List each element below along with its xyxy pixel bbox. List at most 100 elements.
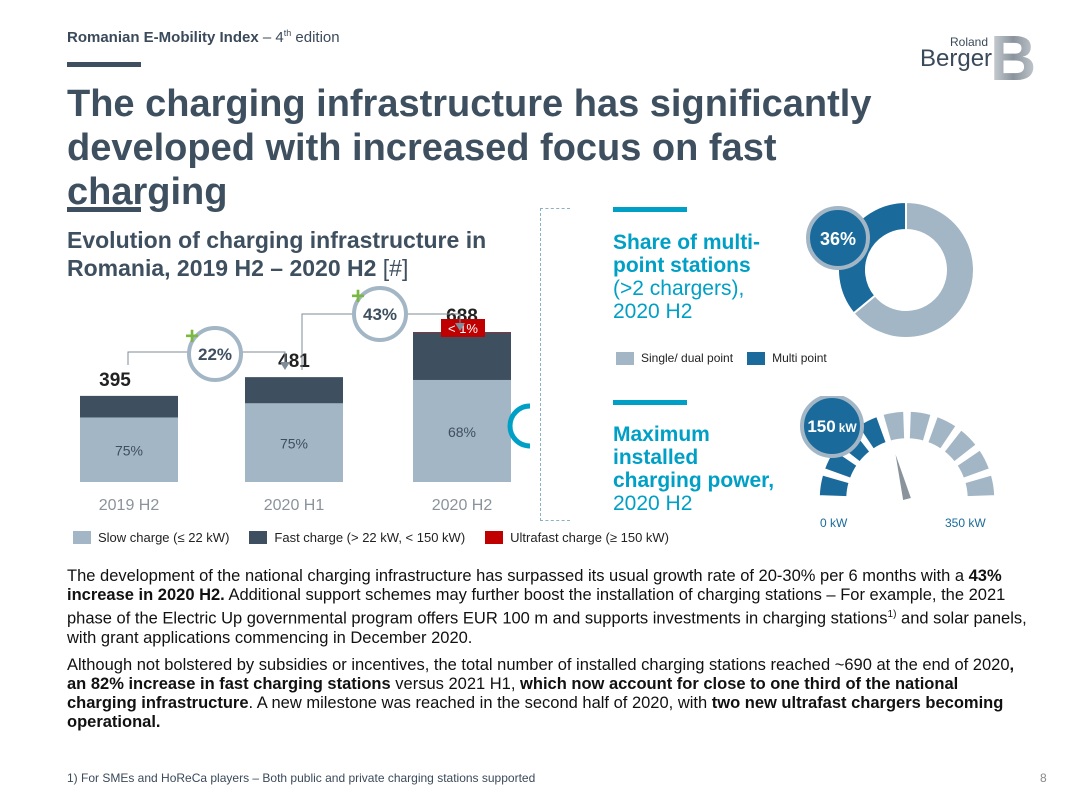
p2-e: . A new milestone was reached in the sec…	[248, 693, 712, 712]
category-label: 2019 H2	[99, 497, 160, 514]
bar-share-label: 75%	[115, 443, 143, 459]
legend-slow-swatch	[73, 531, 91, 544]
growth-bubble-1: 22% +	[185, 323, 243, 382]
growth-arrow-2	[455, 323, 465, 331]
legend-ultrafast: Ultrafast charge (≥ 150 kW)	[485, 530, 669, 545]
gauge-segment	[908, 410, 933, 443]
gauge-value: 150	[807, 417, 835, 436]
growth-arrow-1	[280, 362, 290, 370]
gauge-needle	[895, 454, 911, 500]
legend-single-dual: Single/ dual point	[616, 351, 733, 365]
bar-share-label: 68%	[448, 424, 476, 440]
p2-b: , an 82% increase in fast charging stati…	[67, 655, 1015, 693]
p2-d: which now account for close to one third…	[67, 674, 959, 712]
chart-title: Evolution of charging infrastructure in …	[67, 226, 517, 282]
plus-icon: +	[185, 323, 199, 350]
legend-fast-label: Fast charge (> 22 kW, < 150 kW)	[274, 530, 466, 545]
ultrafast-badge-label: < 1%	[448, 321, 478, 336]
header-rule	[67, 62, 141, 67]
gauge-segment	[856, 415, 888, 451]
bar-slow-2	[245, 403, 343, 482]
growth-circle-1	[187, 326, 243, 382]
maxpower-rule	[613, 400, 687, 405]
growth-bubble-2: 43% +	[351, 283, 408, 342]
logo-roland-text: Roland	[950, 35, 989, 49]
dashed-divider-bottom	[540, 520, 570, 521]
multipoint-title-bold: Share of multi-point stations	[613, 231, 761, 277]
body-paragraph-2: Although not bolstered by subsidies or i…	[67, 656, 1032, 732]
p1-d: and solar panels, with grant application…	[67, 609, 1027, 647]
bar-slow-1	[80, 417, 178, 482]
edition-word: edition	[291, 29, 340, 46]
donut-slice-single-dual	[852, 200, 975, 339]
plus-icon: +	[351, 283, 365, 310]
donut-highlight-label: 36%	[820, 229, 856, 249]
bar-chart-legend: Slow charge (≤ 22 kW) Fast charge (> 22 …	[73, 530, 669, 545]
body-text: The development of the national charging…	[67, 567, 1032, 740]
header-dash: –	[258, 29, 276, 46]
report-header: Romanian E-Mobility Index – 4th edition	[67, 28, 340, 46]
body-paragraph-1: The development of the national charging…	[67, 567, 1032, 648]
bar-fast-3	[413, 332, 511, 380]
roland-berger-logo: Roland Berger B	[918, 24, 1036, 84]
category-label: 2020 H1	[264, 497, 325, 514]
bar-total-label: 395	[99, 370, 131, 391]
legend-slow-label: Slow charge (≤ 22 kW)	[98, 530, 230, 545]
growth-circle-2	[352, 286, 408, 342]
multipoint-rule	[613, 207, 687, 212]
bar-total-label: 481	[278, 351, 310, 372]
logo-b-mark: B	[990, 26, 1036, 84]
chart-rule	[67, 207, 141, 212]
dashed-divider-top	[540, 208, 570, 209]
donut-chart: 36%	[806, 200, 975, 339]
chart-title-text: Evolution of charging infrastructure in …	[67, 227, 487, 281]
bar-fast-2	[245, 377, 343, 404]
bar-fast-1	[80, 395, 178, 418]
gauge-segment	[955, 448, 991, 480]
dashed-divider	[540, 208, 541, 521]
legend-multi-label: Multi point	[772, 351, 827, 365]
logo-b-letter: B	[990, 26, 1036, 84]
legend-slow: Slow charge (≤ 22 kW)	[73, 530, 229, 545]
legend-single-swatch	[616, 351, 634, 365]
maxpower-title: Maximum installed charging power, 2020 H…	[613, 423, 788, 515]
gauge-segment	[881, 410, 906, 443]
page-number: 8	[1040, 771, 1047, 785]
footnote: 1) For SMEs and HoReCa players – Both pu…	[67, 771, 536, 785]
gauge-value-circle	[800, 396, 864, 458]
edition-number: 4	[275, 29, 284, 46]
gauge-value-text: 150 kW	[807, 417, 857, 436]
p2-f: two new ultrafast chargers becoming oper…	[67, 693, 1004, 731]
bar-share-label: 75%	[280, 436, 308, 452]
gauge-min-label: 0 kW	[820, 516, 848, 530]
legend-single-label: Single/ dual point	[641, 351, 734, 365]
p2-a: Although not bolstered by subsidies or i…	[67, 655, 1010, 674]
p1-b: 43% increase in 2020 H2.	[67, 567, 1002, 604]
legend-ultrafast-label: Ultrafast charge (≥ 150 kW)	[510, 530, 670, 545]
page-title: The charging infrastructure has signific…	[67, 83, 872, 213]
maxpower-title-bold: Maximum installed charging power,	[613, 423, 775, 492]
donut-legend: Single/ dual point Multi point	[616, 351, 827, 365]
gauge-max-label: 350 kW	[945, 516, 986, 530]
multipoint-title: Share of multi-point stations (>2 charge…	[613, 231, 783, 323]
p2-c: versus 2021 H1,	[390, 674, 521, 693]
gauge-segment	[942, 428, 978, 464]
gauge-segment	[926, 415, 958, 451]
gauge-unit: kW	[839, 421, 858, 435]
legend-fast: Fast charge (> 22 kW, < 150 kW)	[249, 530, 465, 545]
multipoint-title-rest: (>2 chargers), 2020 H2	[613, 277, 745, 323]
gauge-segment	[963, 473, 996, 498]
gauge-chart: 150 kW	[800, 396, 996, 500]
report-name: Romanian E-Mobility Index	[67, 29, 259, 46]
growth-label-2: 43%	[363, 305, 397, 324]
category-label: 2020 H2	[432, 497, 493, 514]
p1-c: Additional support schemes may further b…	[67, 586, 1006, 628]
magnifier-icon	[507, 403, 530, 449]
edition-suffix: th	[283, 28, 292, 38]
legend-multi: Multi point	[747, 351, 827, 365]
legend-multi-swatch	[747, 351, 766, 365]
ultrafast-badge	[441, 319, 485, 337]
bar-slow-3	[413, 379, 511, 482]
p1-sup: 1)	[887, 609, 897, 620]
